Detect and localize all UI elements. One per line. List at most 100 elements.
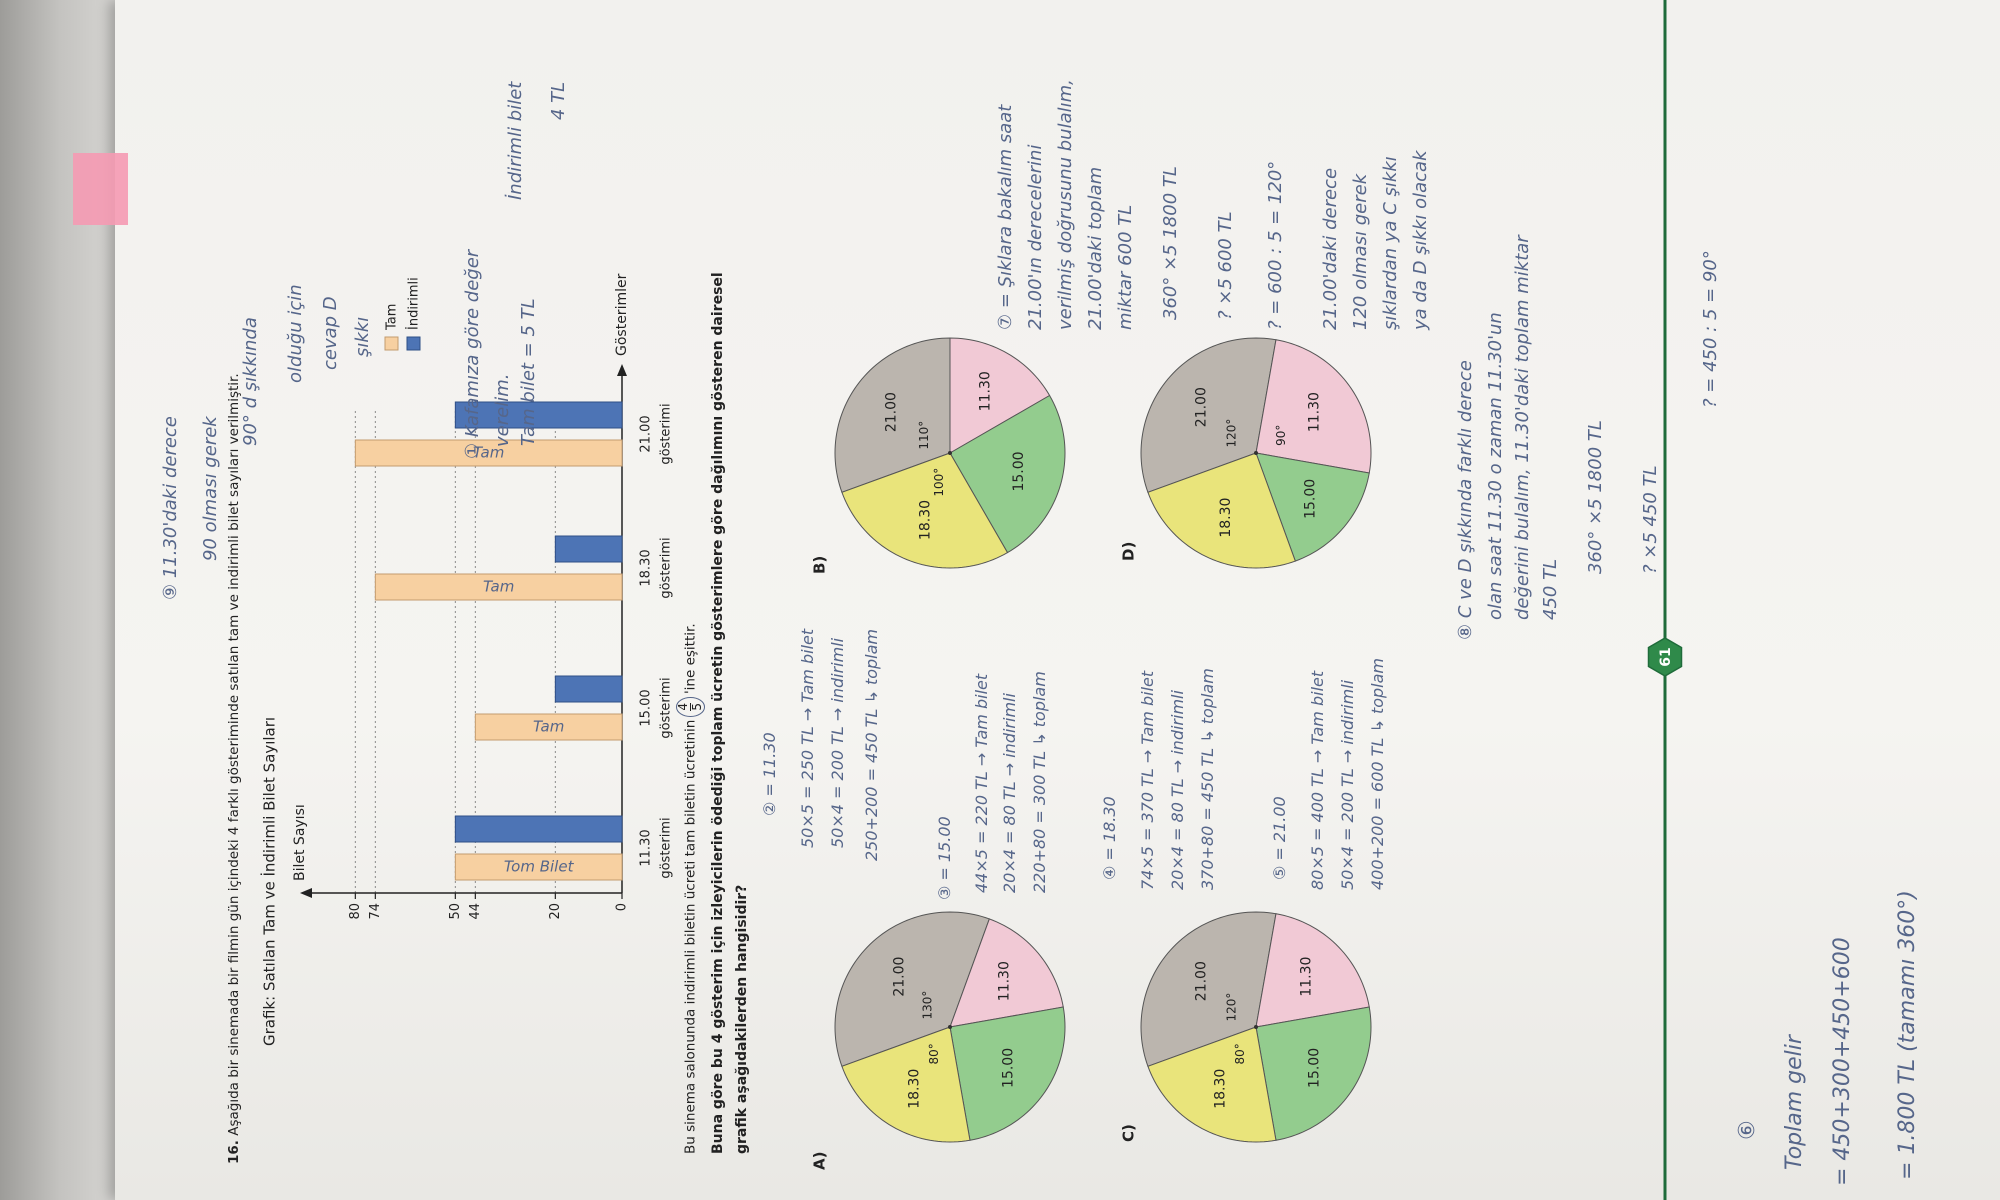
pie-slice	[949, 337, 1051, 454]
pie-slice	[949, 918, 1064, 1028]
handwritten-note: 220+80 = 300 TL ↳ toplam	[1030, 671, 1049, 893]
angle-label: 110°	[917, 421, 931, 450]
legend-swatch	[406, 336, 421, 351]
slice-name: 21.00	[1193, 961, 1209, 1001]
option-letter: C)	[1120, 1124, 1138, 1142]
handwritten-note: ⑧ C ve D şıkkında farklı derece	[1455, 360, 1476, 640]
x-tick-label: 18.30	[639, 549, 654, 586]
x-tick-label: gösterimi	[659, 817, 674, 878]
handwritten-note: verelim.	[492, 373, 513, 447]
handwritten-note: ? = 450 : 5 = 90°	[1700, 250, 1721, 408]
bar	[454, 815, 623, 843]
handwritten-note: İndirimli bilet	[505, 81, 526, 200]
legend-label: Tam	[385, 304, 400, 331]
x-tick-label: 15.00	[639, 689, 654, 726]
y-axis-label: Bilet Sayısı	[292, 804, 308, 881]
x-tick-label: 11.30	[639, 829, 654, 866]
pie-center	[1254, 451, 1258, 455]
slice-name: 15.00	[1000, 1048, 1016, 1088]
statement: Bu sinema salonunda indirimli biletin üc…	[676, 623, 705, 1154]
prompt-line: Buna göre bu 4 gösterim için izleyiciler…	[710, 272, 726, 1154]
bar	[454, 853, 623, 881]
pie-slice	[841, 452, 1009, 569]
handwritten-note: 21.00'daki derece	[1320, 167, 1341, 330]
angle-label: 120°	[1225, 993, 1239, 1022]
handwritten-note: ? ×5 600 TL	[1215, 211, 1236, 320]
slice-name: 11.30	[1306, 392, 1322, 432]
handwritten-note: olan saat 11.30 o zaman 11.30'un	[1485, 312, 1506, 620]
pie-slice	[1147, 452, 1296, 569]
handwritten-note: ⑤ = 21.00	[1270, 796, 1289, 880]
statement-text: 'ine eşittir.	[682, 623, 699, 695]
bar-note: Tam	[533, 718, 564, 736]
handwritten-note: 250+200 = 450 TL ↳ toplam	[862, 628, 881, 861]
chart-title: Grafik: Satılan Tam ve İndirimli Bilet S…	[260, 717, 279, 1046]
handwritten-note: cevap D	[320, 296, 341, 370]
bar	[554, 535, 623, 563]
x-tick-label: gösterimi	[659, 403, 674, 464]
bar-note: Tam	[483, 578, 514, 596]
page-number-badge	[1647, 637, 1683, 677]
handwritten-note: 370+80 = 450 TL ↳ toplam	[1198, 668, 1217, 890]
handwritten-note: değerini bulalım, 11.30'daki toplam mikt…	[1512, 235, 1533, 620]
handwritten-note: miktar 600 TL	[1115, 204, 1136, 330]
handwritten-note: şıkkı	[352, 316, 373, 357]
handwritten-note: 50×4 = 200 TL → indirimli	[1338, 679, 1357, 890]
handwritten-note: 50×4 = 200 TL → indirimli	[828, 637, 847, 848]
handwritten-note: ? ×5 450 TL	[1640, 465, 1661, 574]
bar-note: Tom Bilet	[504, 858, 575, 876]
handwritten-note: Toplam gelir	[1782, 1035, 1807, 1170]
slice-name: 18.30	[1218, 498, 1234, 538]
handwritten-note: 21.00'ın derecelerini	[1025, 144, 1046, 330]
handwritten-note: ⑨ 11.30'daki derece	[160, 416, 181, 600]
slice-name: 15.00	[1303, 479, 1319, 519]
legend-swatch	[384, 336, 399, 351]
pie-slice	[1140, 911, 1277, 1067]
handwritten-note: 90° d şıkkında	[240, 317, 261, 446]
handwritten-note: 21.00'daki toplam	[1085, 166, 1106, 330]
bar	[474, 713, 623, 741]
pie-slice	[949, 1006, 1066, 1141]
pie-slice	[841, 1026, 971, 1143]
bar	[554, 675, 623, 703]
denominator: 5	[690, 703, 704, 711]
handwritten-note: 80×5 = 400 TL → Tam bilet	[1308, 670, 1327, 890]
y-tick-label: 44	[468, 903, 483, 920]
handwritten-note: 400+200 = 600 TL ↳ toplam	[1368, 657, 1387, 890]
numerator: 4	[676, 703, 691, 711]
bar	[354, 439, 623, 467]
pie-center	[1254, 1025, 1258, 1029]
pie-slice	[1255, 1006, 1372, 1141]
handwritten-note: 50×5 = 250 TL → Tam bilet	[798, 628, 817, 848]
slice-name: 18.30	[918, 500, 934, 540]
slice-name: 15.00	[1306, 1048, 1322, 1088]
question: 16. Aşağıda bir sinemada bir filmin gün …	[226, 373, 242, 1164]
prompt-line: grafik aşağıdakilerden hangisidir?	[734, 884, 750, 1154]
angle-label: 90°	[1274, 425, 1288, 446]
handwritten-note: = 1.800 TL (tamamı 360°)	[1895, 890, 1920, 1180]
handwritten-note: Tam bilet = 5 TL	[518, 298, 539, 446]
slice-name: 21.00	[892, 957, 908, 997]
bar	[374, 573, 623, 601]
pie-center	[948, 451, 952, 455]
option-letter: D)	[1120, 542, 1138, 561]
question-text: Aşağıda bir sinemada bir filmin gün için…	[226, 373, 242, 1136]
pie-slice	[949, 394, 1066, 554]
handwritten-note: 20×4 = 80 TL → indirimli	[1168, 690, 1187, 890]
handwritten-note: olduğu için	[285, 284, 306, 383]
y-tick-label: 20	[548, 903, 563, 920]
x-tick-label: gösterimi	[659, 537, 674, 598]
handwritten-note: 360° ×5 1800 TL	[1160, 166, 1181, 320]
y-axis-arrow	[300, 888, 312, 898]
x-axis-label: Gösterimler	[614, 273, 630, 356]
pie-slice	[1140, 337, 1277, 493]
slice-name: 21.00	[1193, 387, 1209, 427]
slice-name: 11.30	[997, 961, 1013, 1001]
legend-label: İndirimli	[406, 277, 422, 330]
pie-slice	[1255, 913, 1370, 1028]
handwritten-note: 74×5 = 370 TL → Tam bilet	[1138, 670, 1157, 890]
handwritten-note: 360° ×5 1800 TL	[1585, 420, 1606, 574]
option-letter: B)	[811, 556, 829, 574]
